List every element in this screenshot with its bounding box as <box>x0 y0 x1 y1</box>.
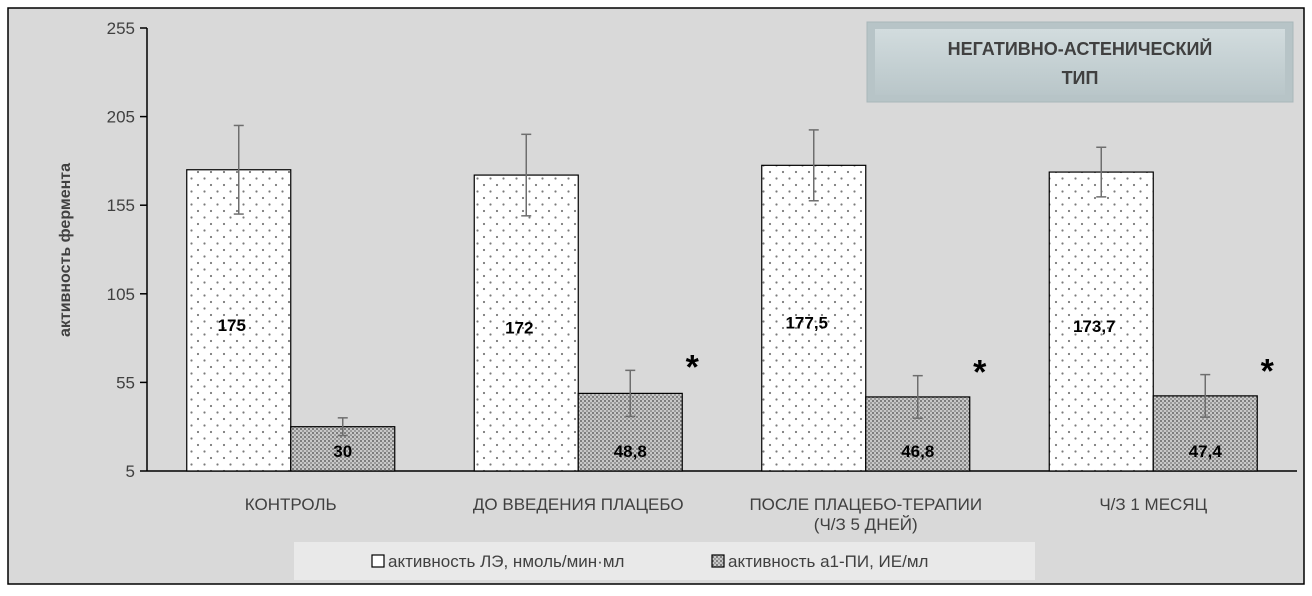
significance-star: * <box>973 354 987 392</box>
data-label: 173,7 <box>1073 317 1116 336</box>
legend-box <box>294 542 1035 580</box>
x-category-label: (Ч/З 5 ДНЕЙ) <box>814 515 918 534</box>
chart-title: НЕГАТИВНО-АСТЕНИЧЕСКИЙ <box>948 38 1213 59</box>
data-label: 48,8 <box>614 442 647 461</box>
title-box <box>875 29 1285 95</box>
bar-le-activity <box>473 174 579 472</box>
y-tick-label: 205 <box>107 108 135 127</box>
bar-le-activity <box>186 169 292 472</box>
chart-title: ТИП <box>1062 68 1099 88</box>
significance-star: * <box>686 348 700 386</box>
y-tick-label: 255 <box>107 19 135 38</box>
x-category-label: КОНТРОЛЬ <box>245 495 337 514</box>
y-tick-label: 155 <box>107 196 135 215</box>
legend-swatch <box>371 554 385 568</box>
data-label: 47,4 <box>1189 442 1223 461</box>
x-category-label: ПОСЛЕ ПЛАЦЕБО-ТЕРАПИИ <box>749 495 982 514</box>
data-label: 175 <box>218 316 246 335</box>
y-tick-label: 105 <box>107 285 135 304</box>
data-label: 46,8 <box>901 442 934 461</box>
bar-le-activity <box>761 164 867 472</box>
data-label: 172 <box>505 318 533 337</box>
y-tick-label: 55 <box>116 373 135 392</box>
legend-swatch <box>711 554 725 568</box>
data-label: 177,5 <box>785 314 828 333</box>
x-category-label: ДО ВВЕДЕНИЯ ПЛАЦЕБО <box>473 495 684 514</box>
bar-le-activity <box>1048 171 1154 472</box>
legend-label: активность ЛЭ, нмоль/мин·мл <box>388 552 624 571</box>
x-category-label: Ч/З 1 МЕСЯЦ <box>1099 495 1207 514</box>
data-label: 30 <box>333 442 352 461</box>
y-tick-label: 5 <box>126 462 135 481</box>
y-axis-title: активность фермента <box>57 163 74 337</box>
legend-label: активность а1-ПИ, ИЕ/мл <box>728 552 928 571</box>
significance-star: * <box>1261 353 1275 391</box>
